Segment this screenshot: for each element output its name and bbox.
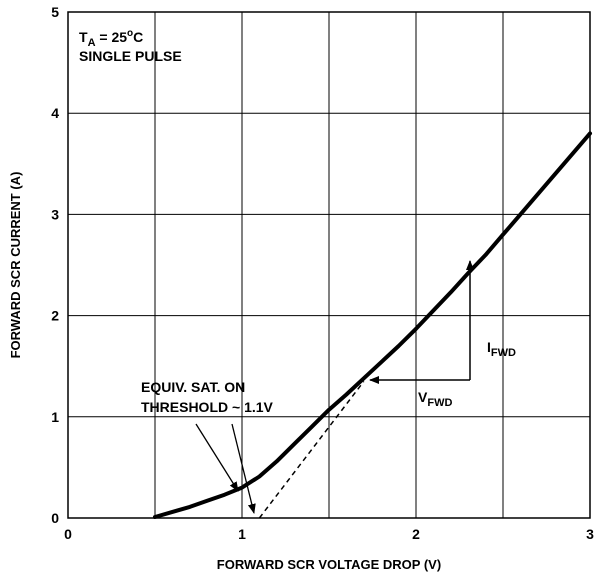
x-tick-label: 1 <box>238 526 246 542</box>
single-pulse-label: SINGLE PULSE <box>79 48 182 64</box>
x-tick-label: 0 <box>64 526 72 542</box>
x-tick-label: 2 <box>412 526 420 542</box>
ifwd-label: IFWD <box>487 339 516 359</box>
y-tick-label: 4 <box>51 105 59 121</box>
threshold-tangent-line <box>258 380 365 519</box>
plot-frame <box>67 11 591 519</box>
threshold-label-line1: EQUIV. SAT. ON <box>141 379 245 395</box>
conditions-label: TA = 25oC <box>79 28 143 49</box>
x-tick-labels: 0 1 2 3 <box>64 526 594 542</box>
threshold-pointer-to-axis <box>231 423 256 514</box>
y-tick-label: 0 <box>51 510 59 526</box>
x-tick-label: 3 <box>586 526 594 542</box>
y-tick-label: 3 <box>51 206 59 222</box>
vfwd-label: VFWD <box>418 389 452 409</box>
threshold-label-line2: THRESHOLD ~ 1.1V <box>141 399 274 415</box>
forward-current-curve <box>153 131 592 519</box>
x-axis-label: FORWARD SCR VOLTAGE DROP (V) <box>217 557 441 572</box>
y-tick-label: 1 <box>51 409 59 425</box>
y-tick-label: 5 <box>51 4 59 20</box>
y-axis-label: FORWARD SCR CURRENT (A) <box>8 172 23 359</box>
grid <box>68 12 590 518</box>
y-tick-labels: 0 1 2 3 4 5 <box>51 4 59 526</box>
threshold-pointer-to-curve <box>195 423 239 492</box>
y-tick-label: 2 <box>51 308 59 324</box>
